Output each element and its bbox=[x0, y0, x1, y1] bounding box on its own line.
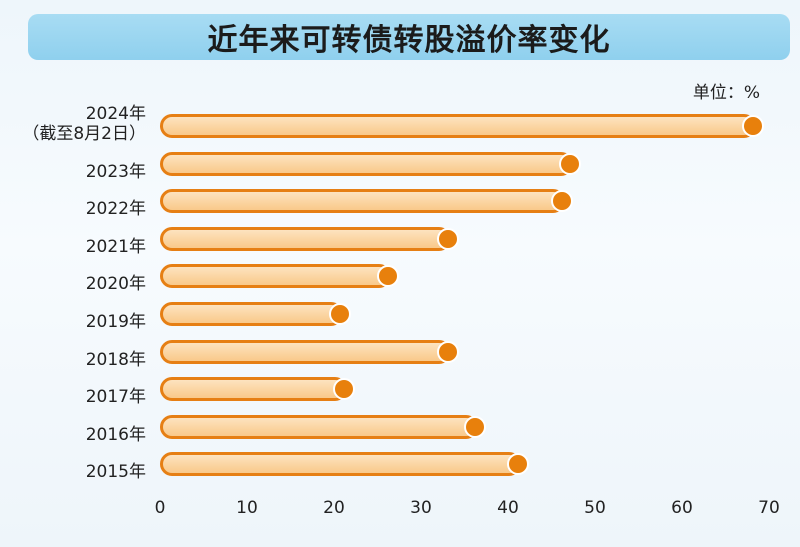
bar-end-marker bbox=[559, 152, 582, 175]
chart-title: 近年来可转债转股溢价率变化 bbox=[207, 23, 611, 58]
category-label-year: 2018年 bbox=[85, 349, 146, 370]
category-label: 2024年 （截至8月2日） bbox=[0, 104, 146, 144]
bar-end-marker bbox=[437, 227, 460, 250]
category-label: 2018年 bbox=[0, 350, 146, 370]
x-tick-label: 20 bbox=[323, 498, 345, 518]
category-label-year: 2022年 bbox=[85, 199, 146, 220]
bar-end-marker bbox=[550, 190, 573, 213]
bar-end-marker bbox=[463, 415, 486, 438]
title-banner: 近年来可转债转股溢价率变化 bbox=[28, 14, 790, 60]
bar bbox=[160, 377, 348, 402]
category-label-year: 2019年 bbox=[85, 312, 146, 332]
category-label: 2023年 bbox=[0, 162, 146, 182]
unit-label: 单位：% bbox=[692, 83, 760, 103]
bar bbox=[160, 226, 452, 251]
x-tick-label: 50 bbox=[584, 498, 606, 518]
category-label-year: 2024年 bbox=[85, 104, 146, 124]
bar bbox=[160, 114, 756, 138]
category-label: 2015年 bbox=[0, 462, 146, 482]
bar bbox=[160, 414, 478, 439]
category-label-year: 2021年 bbox=[85, 236, 146, 257]
bar bbox=[160, 264, 391, 289]
bar bbox=[160, 302, 343, 326]
category-label-year: 2016年 bbox=[85, 424, 146, 445]
x-tick-label: 60 bbox=[671, 498, 693, 518]
bar-end-marker bbox=[328, 303, 351, 325]
category-label: 2021年 bbox=[0, 237, 146, 257]
x-tick-label: 0 bbox=[154, 498, 166, 518]
category-label: 2017年 bbox=[0, 387, 146, 407]
category-label-year: 2020年 bbox=[85, 274, 146, 295]
x-tick-label: 40 bbox=[497, 498, 519, 518]
bar-end-marker bbox=[437, 340, 460, 363]
bar-end-marker bbox=[376, 265, 399, 288]
bar bbox=[160, 452, 522, 477]
category-label-note: （截至8月2日） bbox=[22, 124, 146, 144]
bar bbox=[160, 189, 565, 214]
category-label: 2019年 bbox=[0, 312, 146, 332]
bar bbox=[160, 339, 452, 364]
category-label-year: 2015年 bbox=[85, 462, 146, 483]
bar-end-marker bbox=[333, 378, 356, 401]
category-label: 2016年 bbox=[0, 425, 146, 445]
bar-end-marker bbox=[507, 453, 530, 476]
x-tick-label: 30 bbox=[410, 498, 432, 518]
category-label: 2022年 bbox=[0, 199, 146, 219]
bar-end-marker bbox=[741, 115, 764, 137]
category-label: 2020年 bbox=[0, 274, 146, 294]
x-tick-label: 10 bbox=[236, 498, 258, 518]
x-tick-label: 70 bbox=[758, 498, 780, 518]
bar bbox=[160, 151, 574, 176]
category-label-year: 2017年 bbox=[85, 387, 146, 408]
category-label-year: 2023年 bbox=[85, 161, 146, 182]
